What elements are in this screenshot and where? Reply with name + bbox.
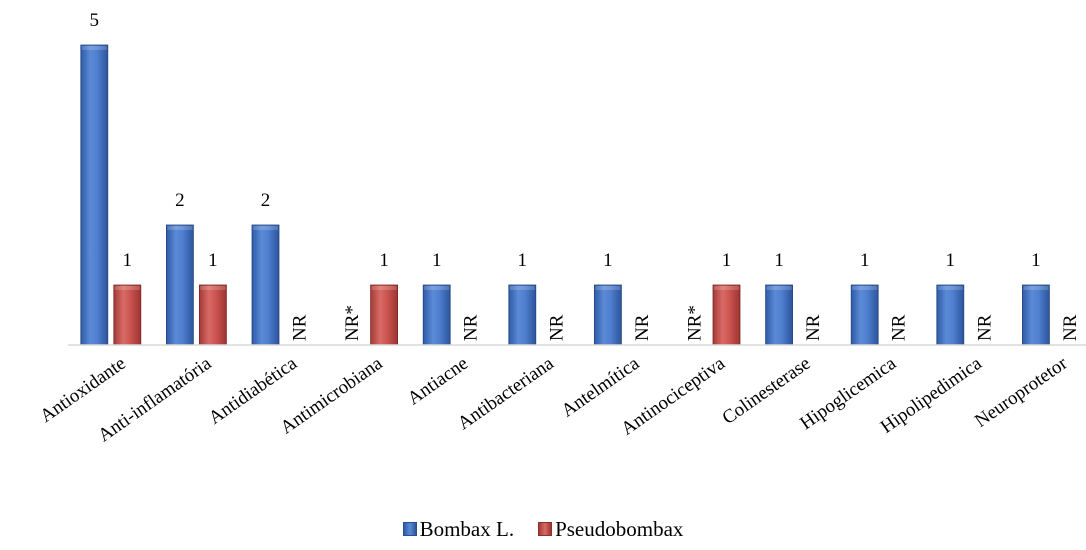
bar-highlight-pseudobombax-antioxidante [114, 286, 140, 290]
legend-label-pseudobombax: Pseudobombax [555, 516, 684, 541]
data-label-bombax-l-antimicrobiana: NR* [342, 305, 363, 341]
bar-bombax-l-colinesterase [765, 284, 793, 346]
legend-swatch-bombax [402, 522, 417, 536]
bar-bombax-l-antiacne [422, 284, 451, 346]
bar-bombax-l-anti-inflamatoria [165, 224, 194, 346]
data-label-bombax-l-antioxidante: 5 [90, 10, 100, 31]
data-label-bombax-l-colinesterase: 1 [774, 250, 784, 271]
bar-bombax-l-hipolipedimica [936, 284, 965, 346]
bar-chart-plot: 5 1 2 1 2 NR NR* 1 1 NR 1 NR 1 NR NR* 1 1 NR 1 NR 1 NR 1 NR Ant… [36, 10, 1086, 446]
data-label-pseudobombax-antinociceptiva: 1 [722, 250, 732, 271]
data-label-pseudobombax-antioxidante: 1 [123, 250, 133, 271]
data-label-bombax-l-hipolipedimica: 1 [946, 250, 956, 271]
x-tick-label-neuroprotetor: Neuroprotetor [971, 353, 1072, 432]
data-label-bombax-l-antibacteriana: 1 [518, 250, 528, 271]
bar-pseudobombax-anti-inflamatoria [198, 284, 227, 346]
bar-highlight-bombax-l-antioxidante [81, 46, 107, 50]
bar-bombax-l-antioxidante [80, 44, 109, 346]
data-label-bombax-l-hipoglicemica: 1 [860, 250, 870, 271]
data-label-pseudobombax-neuroprotetor: NR [1060, 314, 1081, 341]
bar-bombax-l-antelmitica [594, 284, 622, 346]
legend-label-bombax: Bombax L. [419, 516, 515, 541]
bar-highlight-bombax-l-neuroprotetor [1023, 286, 1049, 290]
bar-bombax-l-antidiabetica [251, 224, 280, 346]
bar-bombax-l-antibacteriana [508, 284, 537, 346]
data-label-pseudobombax-antidiabetica: NR [290, 314, 311, 341]
data-label-pseudobombax-antiacne: NR [461, 314, 482, 341]
bar-highlight-bombax-l-hipoglicemica [852, 286, 878, 290]
bar-highlight-bombax-l-hipolipedimica [937, 286, 963, 290]
legend-swatch-pseudobombax [538, 522, 553, 536]
bar-highlight-pseudobombax-antimicrobiana [371, 286, 397, 290]
legend: Bombax L. Pseudobombax [0, 514, 1086, 544]
bar-highlight-bombax-l-antidiabetica [253, 226, 278, 230]
data-label-bombax-l-neuroprotetor: 1 [1031, 250, 1041, 271]
bar-highlight-bombax-l-antibacteriana [509, 286, 535, 290]
x-tick-label-antelmitica: Antelmítica [558, 353, 644, 422]
data-label-pseudobombax-colinesterase: NR [803, 314, 824, 341]
data-label-pseudobombax-antelmitica: NR [632, 314, 653, 341]
data-label-bombax-l-anti-inflamatoria: 2 [175, 190, 185, 211]
legend-item-pseudobombax: Pseudobombax [538, 517, 683, 542]
bar-highlight-bombax-l-anti-inflamatoria [167, 226, 193, 230]
bar-highlight-bombax-l-antelmitica [595, 286, 621, 290]
bar-pseudobombax-antinociceptiva [712, 284, 741, 346]
bar-highlight-pseudobombax-antinociceptiva [714, 286, 739, 290]
bar-highlight-bombax-l-colinesterase [766, 286, 792, 290]
bar-bombax-l-neuroprotetor [1022, 284, 1050, 346]
data-label-bombax-l-antelmitica: 1 [603, 250, 613, 271]
data-label-pseudobombax-hipoglicemica: NR [889, 314, 910, 341]
bar-pseudobombax-antioxidante [113, 284, 142, 346]
data-label-bombax-l-antinociceptiva: NR* [685, 305, 706, 341]
data-label-pseudobombax-antibacteriana: NR [546, 314, 567, 341]
bar-highlight-bombax-l-antiacne [424, 286, 450, 290]
bar-pseudobombax-antimicrobiana [370, 284, 399, 346]
data-label-bombax-l-antidiabetica: 2 [261, 190, 271, 211]
data-label-pseudobombax-anti-inflamatoria: 1 [208, 250, 218, 271]
x-tick-label-antibacteriana: Antibacteriana [454, 353, 558, 435]
bar-bombax-l-hipoglicemica [850, 284, 879, 346]
legend-item-bombax: Bombax L. [402, 516, 515, 542]
x-tick-label-antiacne: Antiacne [404, 353, 472, 410]
data-label-pseudobombax-hipolipedimica: NR [974, 314, 995, 341]
data-label-pseudobombax-antimicrobiana: 1 [379, 250, 389, 271]
bar-highlight-pseudobombax-anti-inflamatoria [200, 286, 226, 290]
data-label-bombax-l-antiacne: 1 [432, 250, 442, 271]
